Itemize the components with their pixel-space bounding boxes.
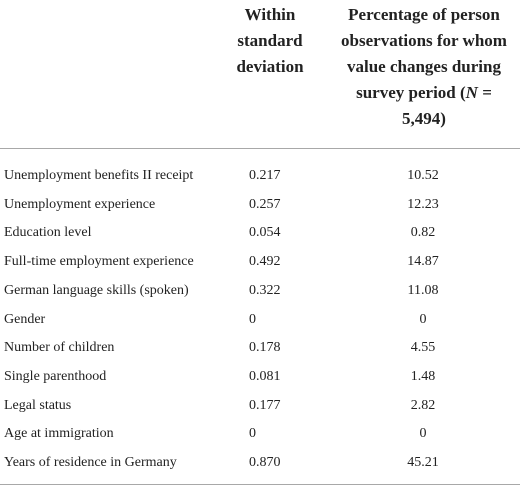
cell: 0.492 <box>249 254 281 270</box>
table-row: Education level 0.054 0.82 <box>0 219 520 247</box>
column-header: Within standard deviation <box>236 5 304 76</box>
row-label: Age at immigration <box>4 426 114 442</box>
cell: 45.21 <box>407 455 439 470</box>
cell: 0.870 <box>249 455 281 470</box>
cell: 0 <box>419 426 427 442</box>
cell: 14.87 <box>407 254 439 270</box>
header-text: Percentage of person observations for wh… <box>341 5 507 102</box>
table-row: Number of children 0.178 4.55 <box>0 334 520 362</box>
cell: 0 <box>419 311 427 327</box>
table-row: Years of residence in Germany 0.870 45.21 <box>0 449 520 477</box>
header-text: N <box>465 83 478 102</box>
cell: 0 <box>249 426 256 442</box>
table-row: Single parenthood 0.081 1.48 <box>0 363 520 391</box>
cell: 0.081 <box>249 368 281 384</box>
cell: 4.55 <box>410 340 436 356</box>
table-row: Unemployment experience 0.257 12.23 <box>0 191 520 219</box>
bottom-rule <box>0 484 520 485</box>
cell: 0.178 <box>249 340 281 356</box>
header-rule <box>0 148 520 149</box>
cell: 0.257 <box>249 196 281 212</box>
cell: 11.08 <box>407 282 439 298</box>
cell: 2.82 <box>410 397 436 413</box>
row-label: German language skills (spoken) <box>4 282 189 298</box>
row-label: Number of children <box>4 340 115 356</box>
cell: 0 <box>249 311 256 327</box>
row-label: Education level <box>4 225 92 241</box>
row-label: Single parenthood <box>4 368 107 384</box>
table-row: Full-time employment experience 0.492 14.8… <box>0 248 520 276</box>
header-text: = 5,494) <box>402 83 492 128</box>
table-row: Gender 0 0 <box>0 306 520 334</box>
cell: 0.322 <box>249 282 281 298</box>
row-label: Legal status <box>4 397 72 413</box>
cell: 0.217 <box>249 168 281 183</box>
table-row: Unemployment benefits II receipt 0.217 10.… <box>0 162 520 190</box>
cell: 0.054 <box>249 225 281 241</box>
cell: 0.82 <box>410 225 436 241</box>
table-row: German language skills (spoken) 0.322 11.0… <box>0 277 520 305</box>
row-label: Unemployment experience <box>4 196 156 212</box>
cell: 12.23 <box>407 196 439 212</box>
column-header: Percentage of person observations for wh… <box>334 2 514 132</box>
row-label: Full-time employment experience <box>4 254 194 270</box>
cell: 1.48 <box>410 368 436 384</box>
cell: 0.177 <box>249 397 281 413</box>
table-row: Legal status 0.177 2.82 <box>0 392 520 420</box>
table-row: Age at immigration 0 0 <box>0 420 520 448</box>
row-label: Gender <box>4 311 46 327</box>
row-label: Years of residence in Germany <box>4 455 177 470</box>
cell: 10.52 <box>407 168 439 183</box>
row-label: Unemployment benefits II receipt <box>4 168 194 183</box>
